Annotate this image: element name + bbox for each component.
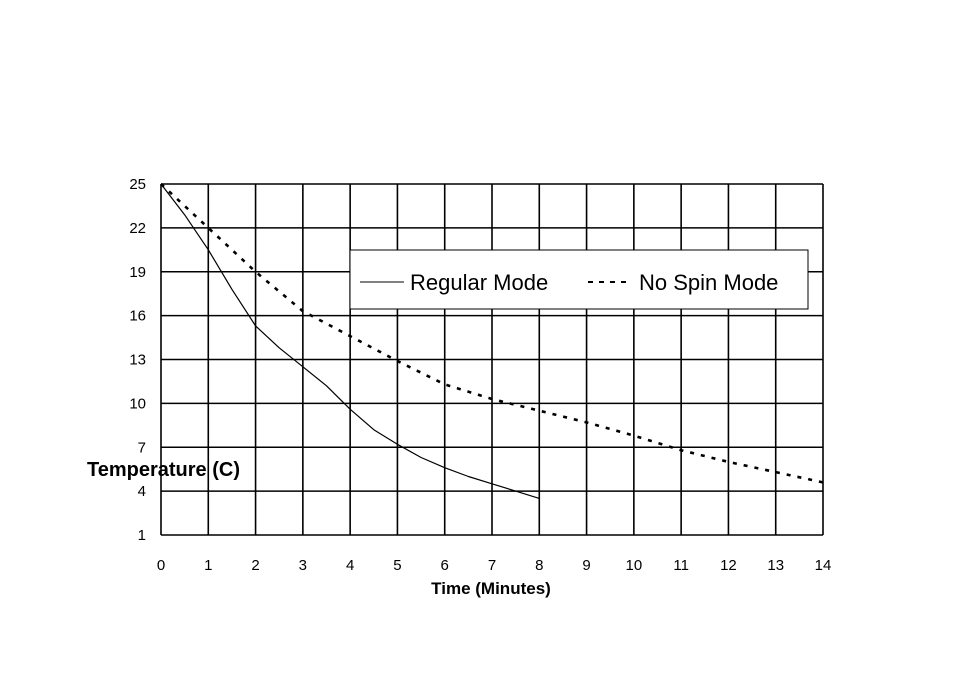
legend: Regular Mode No Spin Mode	[349, 249, 809, 310]
x-tick-label: 9	[582, 557, 590, 574]
x-axis-label: Time (Minutes)	[431, 579, 551, 598]
x-tick-label: 11	[673, 557, 689, 574]
x-tick-label: 0	[157, 557, 165, 574]
x-tick-label: 14	[815, 557, 832, 574]
y-tick-label: 19	[129, 264, 146, 281]
grid	[160, 183, 824, 536]
x-tick-label: 8	[535, 557, 543, 574]
x-tick-label: 10	[626, 557, 643, 574]
series-line-regular-mode	[160, 183, 540, 499]
x-tick-label: 13	[767, 557, 784, 574]
series-group	[160, 183, 824, 499]
x-tick-label: 3	[299, 557, 307, 574]
y-tick-label: 1	[138, 527, 146, 544]
y-tick-label: 13	[129, 352, 146, 369]
y-tick-label: 22	[129, 220, 146, 237]
legend-label-regular-mode: Regular Mode	[410, 270, 548, 295]
x-tick-label: 5	[393, 557, 401, 574]
y-tick-label: 4	[138, 483, 146, 500]
legend-box	[349, 249, 809, 310]
x-tick-label: 12	[720, 557, 737, 574]
x-tick-label: 6	[441, 557, 449, 574]
x-tick-label: 4	[346, 557, 354, 574]
x-tick-label: 1	[204, 557, 212, 574]
legend-label-no-spin-mode: No Spin Mode	[639, 270, 778, 295]
x-tick-label: 2	[251, 557, 259, 574]
y-tick-label: 10	[129, 395, 146, 412]
y-tick-label: 16	[129, 308, 146, 325]
y-axis-label: Temperature (C)	[87, 459, 240, 481]
x-tick-label: 7	[488, 557, 496, 574]
series-line-no-spin-mode	[160, 183, 824, 484]
y-tick-label: 25	[129, 176, 146, 193]
y-tick-label: 7	[138, 439, 146, 456]
